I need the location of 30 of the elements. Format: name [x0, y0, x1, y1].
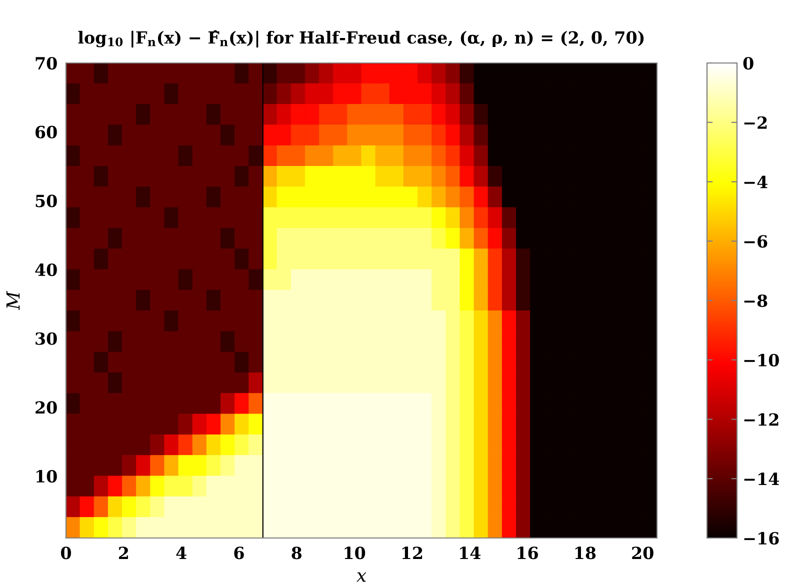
y-tick-label: 10 — [36, 470, 57, 483]
x-tick-label: 20 — [632, 546, 654, 560]
color-bar-label: −8 — [744, 294, 768, 308]
color-bar-label: −4 — [744, 176, 768, 188]
color-bar-label: −10 — [744, 354, 779, 366]
x-tick-label: 2 — [118, 546, 128, 559]
x-tick-label: 4 — [176, 546, 186, 559]
color-bar-label: −12 — [744, 413, 778, 426]
x-tick-label: 0 — [60, 546, 72, 560]
color-bar-label: −14 — [744, 472, 780, 485]
color-bar-label: −2 — [744, 116, 767, 129]
x-tick-label: 18 — [575, 546, 596, 560]
x-tick-label: 14 — [460, 546, 481, 559]
color-bar-label: −16 — [744, 532, 779, 545]
color-bar-label: −6 — [744, 235, 768, 248]
x-axis-title: x — [356, 572, 366, 582]
y-tick-label: 40 — [35, 263, 57, 276]
x-tick-label: 16 — [518, 546, 538, 560]
y-tick-label: 50 — [36, 194, 57, 208]
x-tick-label: 12 — [402, 546, 422, 559]
x-tick-label: 6 — [234, 546, 244, 560]
y-tick-label: 30 — [36, 332, 57, 345]
x-tick-label: 8 — [292, 546, 302, 560]
y-tick-label: 60 — [36, 126, 57, 138]
color-bar-label: 0 — [743, 56, 754, 70]
y-tick-label: 20 — [36, 401, 57, 414]
y-axis-title: M — [6, 290, 20, 310]
chart-title: log$_{10}$ |F$_{n}$(x) − F̂$_{n}$(x)| for Half-Freud case, (α, ρ, n) = (2, 0, 70) — [78, 30, 644, 48]
y-tick-label: 70 — [36, 56, 57, 70]
x-tick-label: 10 — [344, 546, 366, 560]
